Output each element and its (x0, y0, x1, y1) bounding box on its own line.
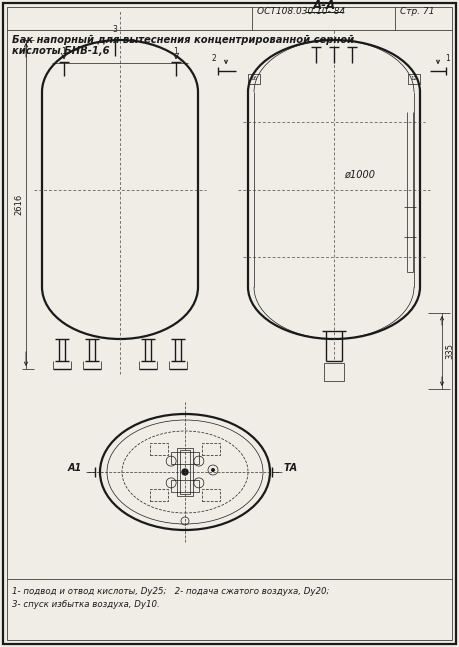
Text: 1: 1 (174, 47, 179, 56)
Text: 3: 3 (112, 25, 118, 34)
Bar (171, 480, 199, 492)
Text: 1: 1 (446, 54, 450, 63)
Bar (202, 443, 220, 455)
Text: кислоты БНВ-1,6: кислоты БНВ-1,6 (12, 46, 110, 56)
Bar (248, 74, 260, 84)
Bar (171, 452, 199, 464)
Text: 12: 12 (410, 76, 418, 82)
Bar (408, 74, 420, 84)
Bar (324, 363, 344, 381)
Text: ТА: ТА (284, 463, 298, 473)
Circle shape (182, 469, 188, 475)
Text: А1: А1 (68, 463, 82, 473)
Text: А-А: А-А (313, 0, 336, 12)
Text: Стр. 71: Стр. 71 (400, 8, 435, 17)
Text: 3- спуск избытка воздуха, Dy10.: 3- спуск избытка воздуха, Dy10. (12, 600, 160, 609)
Text: 2616: 2616 (14, 194, 23, 215)
Bar (150, 443, 168, 455)
Text: 1: 1 (62, 47, 67, 56)
Text: 2: 2 (212, 54, 216, 63)
Text: 335: 335 (445, 343, 454, 359)
Text: 1- подвод и отвод кислоты, Dy25;   2- подача сжатого воздуха, Dy20;: 1- подвод и отвод кислоты, Dy25; 2- пода… (12, 587, 330, 596)
Text: 16: 16 (251, 76, 257, 82)
Bar (202, 488, 220, 501)
Text: ОСТ108.030.10- 84: ОСТ108.030.10- 84 (257, 8, 345, 17)
Text: Бак напорный для вытеснения концентрированной серной: Бак напорный для вытеснения концентриров… (12, 35, 354, 45)
Bar (150, 488, 168, 501)
Circle shape (211, 468, 215, 472)
Text: ø1000: ø1000 (344, 170, 375, 179)
Bar (180, 450, 190, 494)
Bar (177, 448, 193, 496)
